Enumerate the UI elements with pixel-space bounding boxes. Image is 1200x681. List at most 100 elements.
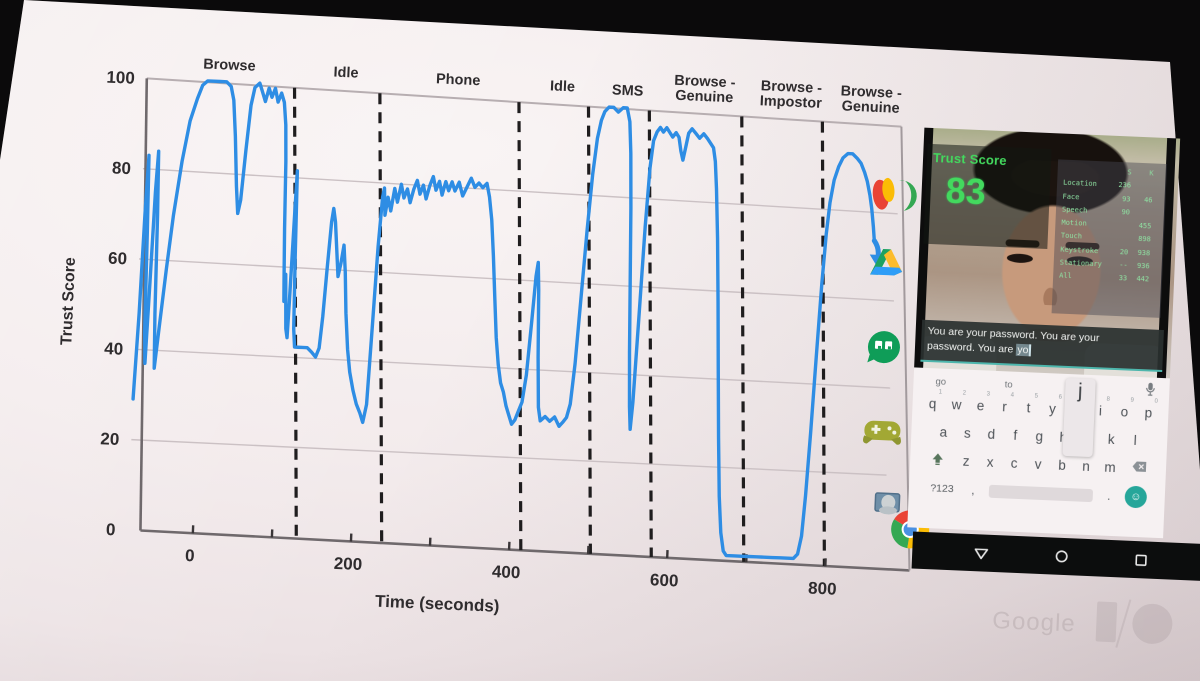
hangouts-icon (867, 331, 900, 364)
segment-label: Idle (550, 78, 576, 95)
gridline-y40 (135, 348, 891, 389)
svg-text:Browse -: Browse - (840, 83, 902, 102)
svg-text:Idle: Idle (333, 65, 359, 82)
key-press-popup: j (1062, 377, 1096, 458)
trust-score-label: Trust Score (932, 150, 1008, 169)
google-photos-icon (872, 177, 917, 211)
segment-boundary (740, 116, 746, 562)
key-v[interactable]: v (1034, 456, 1042, 472)
segment-label: Browse -Impostor (759, 78, 823, 112)
svg-text:Browse: Browse (203, 56, 256, 74)
recents-button-icon[interactable] (1133, 552, 1148, 567)
key-g[interactable]: g (1035, 428, 1044, 444)
y-tick-label: 0 (106, 520, 116, 539)
android-keyboard: go to you q1w2e3r4t5y6u7i8o9p0 asdfghjkl… (907, 367, 1170, 539)
key-l[interactable]: l (1133, 432, 1138, 448)
gridline-y20 (131, 438, 887, 476)
y-axis-spine (139, 78, 149, 531)
suggestion-strip: go to you (913, 367, 1170, 402)
phone-screenshot: Trust Score 83 S K Location 236 Face 93 46 Sp… (904, 127, 1200, 617)
segment-label: Phone (436, 71, 481, 89)
y-tick-label: 60 (108, 249, 128, 269)
trust-score-overlay: Trust Score 83 (923, 143, 1052, 249)
key-m[interactable]: m (1104, 459, 1116, 476)
segment-boundary (517, 102, 523, 551)
svg-text:Impostor: Impostor (759, 93, 822, 112)
key-c[interactable]: c (1010, 455, 1018, 471)
symbols-key[interactable]: ?123 (930, 482, 954, 496)
y-axis-title: Trust Score (58, 257, 79, 346)
trust-score-line (131, 79, 877, 561)
x-axis-spine (140, 529, 910, 572)
google-io-watermark: Google (991, 591, 1183, 659)
space-key[interactable] (988, 484, 1094, 502)
shift-key-icon[interactable] (920, 452, 955, 469)
sensor-stats-overlay: S K Location 236 Face 93 46 Speech 90 Motion 455… (1051, 159, 1168, 318)
camera-preview: Trust Score 83 S K Location 236 Face 93 46 Sp… (914, 127, 1181, 379)
segment-boundary (378, 93, 384, 543)
plot-top-border (146, 77, 902, 128)
svg-text:Browse -: Browse - (674, 73, 736, 92)
x-tick-label: 0 (185, 546, 195, 565)
emoji-enter-button[interactable]: ☺ (1124, 485, 1148, 509)
segment-label: Browse (203, 56, 256, 74)
svg-text:SMS: SMS (612, 82, 644, 99)
trust-score-value: 83 (944, 169, 987, 213)
play-games-icon (862, 420, 901, 445)
home-button-icon[interactable] (1053, 549, 1069, 565)
segment-label: Browse -Genuine (674, 73, 736, 107)
key-d[interactable]: d (987, 426, 996, 442)
back-button-icon[interactable] (972, 546, 989, 561)
key-a[interactable]: a (939, 424, 948, 440)
key-z[interactable]: z (962, 453, 970, 469)
key-f[interactable]: f (1013, 427, 1018, 443)
suggestion-chip[interactable]: to (1004, 379, 1013, 391)
mic-icon[interactable] (1145, 382, 1156, 399)
x-tick-label: 800 (808, 579, 837, 599)
svg-text:Idle: Idle (550, 78, 576, 95)
key-s[interactable]: s (963, 425, 972, 441)
x-tick-label: 400 (492, 562, 521, 582)
x-tick-label: 600 (650, 570, 679, 590)
segment-boundary (586, 106, 592, 554)
y-tick-label: 40 (104, 339, 124, 359)
x-tick-label: 200 (333, 554, 362, 574)
segment-label: Browse -Genuine (840, 83, 902, 117)
key-b[interactable]: b (1057, 457, 1067, 473)
svg-text:Genuine: Genuine (841, 98, 900, 116)
gridline-y80 (142, 167, 898, 215)
android-nav-bar (911, 531, 1200, 582)
key-n[interactable]: n (1081, 458, 1091, 475)
trust-score-chart: Browse Idle Phone Idle SMS Browse -GenuineBro… (58, 56, 930, 616)
svg-text:Genuine: Genuine (675, 88, 734, 106)
svg-text:Browse -: Browse - (761, 78, 823, 97)
y-tick-label: 100 (106, 68, 135, 88)
y-tick-label: 20 (100, 429, 120, 449)
period-key[interactable]: . (1106, 488, 1111, 503)
google-logo-text: Google (991, 607, 1077, 638)
segment-label: Idle (333, 65, 359, 82)
y-tick-label: 80 (112, 158, 132, 178)
keyboard-bottom-row: ?123 , . ☺ (909, 476, 1166, 509)
segment-boundary (820, 121, 826, 567)
comma-key[interactable]: , (970, 482, 975, 498)
key-k[interactable]: k (1107, 431, 1115, 448)
google-drive-icon (870, 248, 903, 276)
backspace-key-icon[interactable] (1122, 460, 1157, 477)
suggestion-chip[interactable]: go (935, 376, 947, 388)
gridline-y60 (139, 258, 894, 302)
sensor-stat-row: All 33 442 (1059, 271, 1150, 284)
io-logo-slash (1115, 599, 1132, 648)
segment-label: SMS (612, 82, 644, 99)
key-x[interactable]: x (986, 454, 994, 470)
